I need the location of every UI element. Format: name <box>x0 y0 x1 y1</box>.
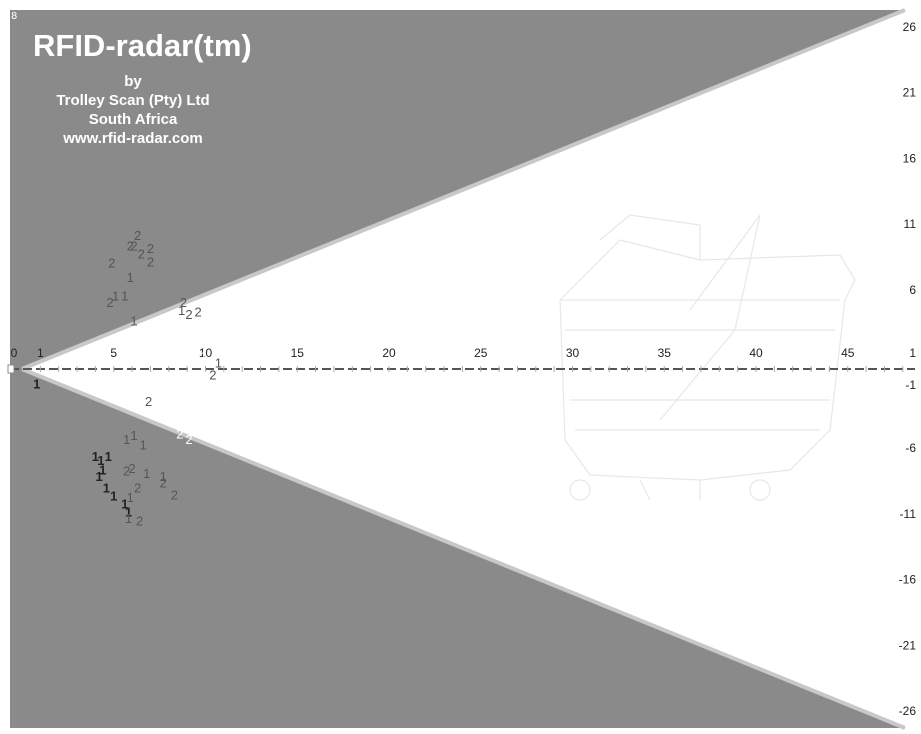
x-tick-label: 30 <box>566 346 580 360</box>
tag-reading-1: 1 <box>130 314 137 329</box>
tag-reading-1: 1 <box>125 504 132 519</box>
tag-reading-2: 2 <box>134 228 141 243</box>
tag-reading-2: 2 <box>106 295 113 310</box>
y-tick-label: -16 <box>899 573 917 587</box>
y-tick-label: -21 <box>899 638 917 652</box>
tag-reading-1: 1 <box>105 449 112 464</box>
y-tick-label: -11 <box>900 507 917 521</box>
tag-reading-2: 2 <box>145 394 152 409</box>
y-tick-label: 1 <box>909 346 916 360</box>
tag-reading-2: 2 <box>209 368 216 383</box>
tag-reading-2: 2 <box>127 239 134 254</box>
y-tick-label: -1 <box>905 378 916 392</box>
y-tick-label: 16 <box>903 151 917 165</box>
x-tick-label: 0 <box>11 346 18 360</box>
trolley-icon <box>559 214 856 501</box>
tag-reading-1: 1 <box>123 432 130 447</box>
tag-reading-2: 2 <box>128 461 135 476</box>
tag-reading-1: 1 <box>121 496 128 511</box>
tag-reading-1: 1 <box>92 449 99 464</box>
tag-reading-1: 1 <box>95 469 102 484</box>
tag-reading-1: 1 <box>143 466 150 481</box>
tag-reading-1: 1 <box>112 289 119 304</box>
y-tick-label: 11 <box>904 217 917 231</box>
tag-reading-2: 2 <box>185 307 192 322</box>
sector-edge-upper <box>21 8 906 371</box>
tag-reading-2: 2 <box>160 475 167 490</box>
tag-reading-1: 1 <box>200 349 207 364</box>
x-tick-label: 40 <box>749 346 763 360</box>
tag-reading-1: 1 <box>130 428 137 443</box>
tag-reading-1: 1 <box>127 270 134 285</box>
tag-reading-2: 2 <box>134 481 141 496</box>
tag-reading-2: 2 <box>130 239 137 254</box>
brand-by: by <box>124 73 142 90</box>
brand-website: www.rfid-radar.com <box>63 130 203 147</box>
tag-reading-2: 2 <box>180 295 187 310</box>
x-tick-labels: 0 1 5 10 15 20 25 30 35 40 45 <box>11 346 855 360</box>
x-tick-label: 10 <box>199 346 213 360</box>
y-tick-label: -6 <box>905 441 916 455</box>
tag-reading-2: 2 <box>185 432 192 447</box>
origin-marker <box>7 364 15 374</box>
y-tick-label: 26 <box>903 20 917 34</box>
y-tick-label: 6 <box>909 283 916 297</box>
tag-reading-2: 2 <box>123 464 130 479</box>
x-tick-label: 1 <box>37 346 44 360</box>
tag-reading-1: 1 <box>127 490 134 505</box>
tag-reading-1: 1 <box>139 437 146 452</box>
tag-reading-2: 2 <box>176 427 183 442</box>
tag-reading-1: 1 <box>103 481 110 496</box>
x-tick-label: 25 <box>474 346 488 360</box>
tag-reading-2: 2 <box>138 246 145 261</box>
x-tick-label: 35 <box>658 346 672 360</box>
x-axis <box>7 364 915 374</box>
tag-reading-2: 2 <box>171 487 178 502</box>
tag-reading-2: 2 <box>195 304 202 319</box>
tag-reading-1: 1 <box>160 469 167 484</box>
tag-reading-1: 1 <box>33 377 40 392</box>
tag-reading-1: 1 <box>97 453 104 468</box>
tag-reading-1: 1 <box>110 489 117 504</box>
y-tick-label: -26 <box>899 704 917 718</box>
tag-reading-2: 2 <box>147 254 154 269</box>
x-tick-label: 45 <box>841 346 855 360</box>
brand-title: RFID-radar(tm) <box>33 28 252 63</box>
brand-company: Trolley Scan (Pty) Ltd <box>56 92 210 109</box>
tag-reading-1: 1 <box>178 303 185 318</box>
window-corner-mark: 8 <box>11 11 18 22</box>
tag-reading-2: 2 <box>108 256 115 271</box>
tag-reading-1: 1 <box>125 511 132 526</box>
tag-reading-2: 2 <box>147 241 154 256</box>
y-tick-label: 21 <box>903 86 917 100</box>
tag-reading-1: 1 <box>215 356 222 371</box>
tag-reading-1: 1 <box>99 462 106 477</box>
y-tick-labels: 26 21 16 11 6 1 -1 -6 -11 -16 -21 -26 <box>899 20 917 718</box>
brand-block: RFID-radar(tm) by Trolley Scan (Pty) Ltd… <box>33 28 333 158</box>
x-tick-label: 15 <box>291 346 305 360</box>
brand-country: South Africa <box>88 111 178 128</box>
tag-reading-2: 2 <box>136 514 143 529</box>
sector-edge-lower <box>21 367 906 730</box>
x-tick-label: 5 <box>110 346 117 360</box>
x-tick-label: 20 <box>382 346 396 360</box>
tag-reading-1: 1 <box>121 289 128 304</box>
